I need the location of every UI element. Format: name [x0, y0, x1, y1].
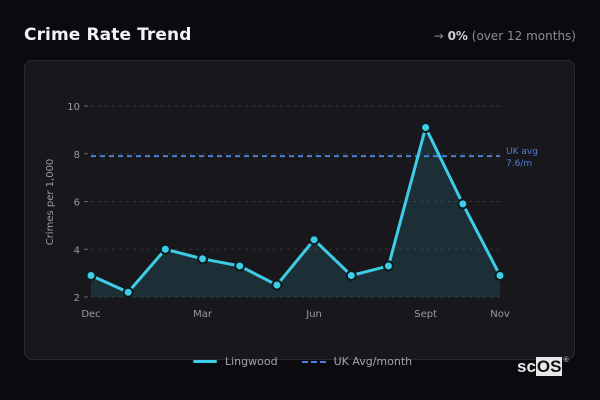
data-point[interactable]	[122, 286, 134, 298]
x-tick-label: Nov	[490, 309, 510, 320]
registered-mark-icon: ®	[563, 357, 569, 364]
logo-prefix: sc	[517, 357, 536, 376]
data-point[interactable]	[457, 198, 469, 210]
data-point[interactable]	[308, 234, 320, 246]
y-tick-label: 8	[74, 150, 80, 161]
chart-legend: Lingwood UK Avg/month	[193, 355, 436, 368]
uk-avg-annotation-value: 7.6/m	[506, 159, 532, 169]
y-tick-label: 4	[74, 245, 80, 256]
x-tick-label: Dec	[81, 309, 100, 320]
data-point[interactable]	[234, 260, 246, 272]
series-area	[91, 127, 500, 297]
y-tick-label: 6	[74, 198, 80, 209]
y-tick-label: 2	[74, 293, 80, 304]
y-axis-label: Crimes per 1,000	[45, 159, 56, 246]
trend-change: → 0% (over 12 months)	[434, 29, 576, 43]
solid-line-swatch-icon	[193, 360, 217, 363]
arrow-right-icon: →	[433, 29, 444, 43]
data-point[interactable]	[197, 253, 209, 265]
chart-card	[24, 60, 575, 360]
page-title: Crime Rate Trend	[24, 25, 192, 45]
logo-highlight: OS	[535, 357, 563, 376]
data-point[interactable]	[345, 270, 357, 282]
data-point[interactable]	[271, 279, 283, 291]
data-point[interactable]	[85, 270, 97, 282]
legend-item-uk-avg[interactable]: UK Avg/month	[301, 355, 413, 368]
change-value: 0%	[447, 29, 468, 43]
legend-label: UK Avg/month	[333, 355, 413, 368]
uk-avg-annotation: UK avg	[506, 147, 538, 157]
data-point[interactable]	[494, 270, 506, 282]
series-line	[90, 125, 502, 294]
legend-item-lingwood[interactable]: Lingwood	[193, 355, 278, 368]
change-period: (over 12 months)	[471, 29, 576, 43]
data-point[interactable]	[382, 260, 394, 272]
y-tick-label: 10	[67, 102, 80, 113]
x-tick-label: Mar	[193, 309, 213, 320]
data-point[interactable]	[420, 121, 432, 133]
x-tick-label: Sept	[414, 309, 437, 320]
dashed-line-swatch-icon	[301, 360, 326, 363]
scos-logo: scOS ®	[517, 357, 569, 377]
x-tick-label: Jun	[305, 309, 322, 320]
legend-label: Lingwood	[225, 355, 278, 368]
data-point[interactable]	[159, 243, 171, 255]
